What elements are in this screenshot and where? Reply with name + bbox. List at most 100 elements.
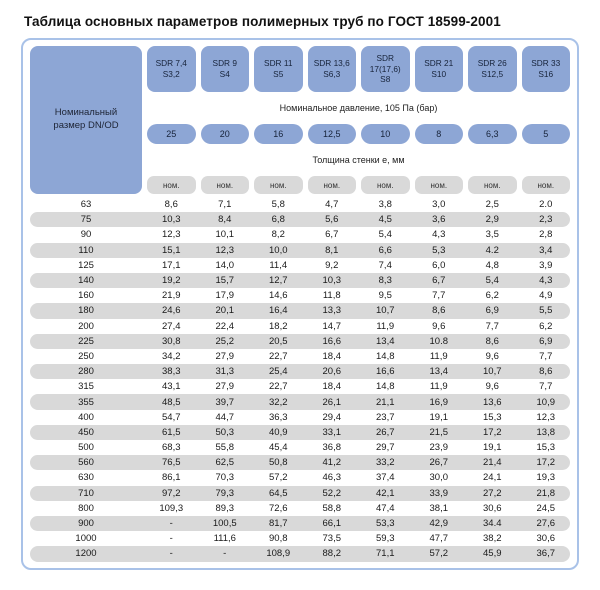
table-row: 280 38,3 31,3 25,4 20,6 16,6 13,4 10,7 8,6: [30, 364, 570, 380]
value-cell: 52,2: [322, 487, 342, 499]
sdr-header-cell: SDR 7,4 S3,2: [147, 46, 196, 92]
value-cell: 57,2: [429, 548, 449, 560]
value-cell: 19,3: [536, 472, 556, 484]
value-cell: 100,5: [212, 518, 237, 530]
value-cell: 61,5: [162, 426, 181, 438]
value-cell: 14,8: [376, 350, 395, 362]
value-cell: 50,8: [269, 457, 288, 469]
value-cell: 34,2: [162, 350, 181, 362]
pressure-row-label: Номинальное давление, 105 Па (бар): [279, 103, 438, 113]
value-cell: -: [223, 548, 227, 560]
value-cell: 6,9: [485, 305, 499, 317]
value-cell: 19,1: [483, 442, 502, 454]
dn-cell: 280: [78, 366, 94, 378]
value-cell: 33,1: [322, 426, 342, 438]
table-row: 900 - 100,5 81,7 66,1 53,3 42,9 34.4 27,6: [30, 515, 570, 532]
value-cell: 6,6: [378, 244, 392, 256]
dn-cell: 160: [78, 290, 94, 302]
value-cell: 46,3: [322, 472, 342, 484]
value-cell: 68,3: [162, 442, 181, 454]
value-cell: 13,4: [376, 335, 395, 347]
dn-cell: 63: [80, 199, 92, 211]
value-cell: 4.2: [485, 244, 499, 256]
value-cell: 79,3: [215, 487, 235, 499]
value-cell: 5,6: [325, 214, 339, 226]
value-cell: 10,1: [215, 229, 235, 241]
value-cell: 8,6: [432, 305, 446, 317]
value-cell: 6,0: [432, 259, 446, 271]
value-cell: 19,2: [162, 275, 181, 287]
value-cell: 8,3: [378, 275, 392, 287]
value-cell: 59,3: [376, 533, 395, 545]
value-cell: 3,6: [432, 214, 446, 226]
value-cell: 97,2: [162, 487, 181, 499]
pressure-value-cell: 16: [254, 124, 303, 144]
value-cell: 14,6: [269, 290, 288, 302]
value-cell: 70,3: [215, 472, 235, 484]
value-cell: 21,8: [536, 487, 556, 499]
value-cell: 42,1: [376, 487, 395, 499]
value-cell: 21,5: [429, 426, 449, 438]
value-cell: 24,5: [536, 502, 556, 514]
table-row: 90 12,3 10,1 8,2 6,7 5,4 4,3 3,5 2,8: [30, 227, 570, 242]
value-cell: -: [169, 533, 173, 545]
sdr-header-cell: SDR 9 S4: [200, 46, 249, 92]
table-row: 180 24,6 20,1 16,4 13,3 10,7 8,6 6,9 5,5: [30, 303, 570, 319]
dn-cell: 180: [78, 305, 94, 317]
value-cell: 6,9: [539, 335, 553, 347]
value-cell: 47,4: [376, 502, 395, 514]
value-cell: 11,4: [269, 259, 288, 271]
table-row: 110 15,1 12,3 10,0 8,1 6,6 5,3 4.2 3,4: [30, 242, 570, 258]
nom-label-cell: ном.: [361, 176, 410, 194]
dn-cell: 355: [78, 396, 94, 408]
value-cell: 43,1: [162, 381, 181, 393]
value-cell: 34.4: [483, 518, 502, 530]
value-cell: 38,3: [162, 366, 181, 378]
value-cell: 8,2: [271, 229, 285, 241]
value-cell: 12,7: [269, 275, 288, 287]
value-cell: 3,5: [485, 229, 499, 241]
sdr-header-cell: SDR 13,6 S6,3: [307, 46, 356, 92]
value-cell: 62,5: [215, 457, 235, 469]
corner-header-cell: Номинальный размер DN/OD: [30, 46, 142, 194]
table-row: 140 19,2 15,7 12,7 10,3 8,3 6,7 5,4 4,3: [30, 272, 570, 289]
value-cell: 5,4: [378, 229, 392, 241]
value-cell: 53,3: [376, 518, 395, 530]
parameters-table-card: Номинальный размер DN/OD Номинальное дав…: [21, 38, 579, 570]
value-cell: 13,3: [322, 305, 342, 317]
value-cell: 8,6: [485, 335, 499, 347]
table-row: 400 54,7 44,7 36,3 29,4 23,7 19,1 15,3 12,3: [30, 410, 570, 425]
value-cell: 55,8: [215, 442, 235, 454]
value-cell: 71,1: [376, 548, 395, 560]
value-cell: 36,8: [322, 442, 342, 454]
value-cell: 38,1: [429, 502, 449, 514]
table-row: 225 30,8 25,2 20,5 16,6 13,4 10.8 8,6 6,9: [30, 333, 570, 349]
value-cell: 33,2: [376, 457, 395, 469]
value-cell: 21,4: [483, 457, 502, 469]
dn-cell: 710: [78, 487, 94, 499]
value-cell: 15,3: [536, 442, 556, 454]
value-cell: 32,2: [269, 396, 288, 408]
dn-cell: 560: [78, 457, 94, 469]
value-cell: 3,4: [539, 244, 553, 256]
value-cell: 50,3: [215, 426, 235, 438]
value-cell: 10,0: [269, 244, 288, 256]
value-cell: 4,3: [432, 229, 446, 241]
table-row: 125 17,1 14,0 11,4 9,2 7,4 6,0 4,8 3,9: [30, 258, 570, 273]
table-row: 315 43,1 27,9 22,7 18,4 14,8 11,9 9,6 7,7: [30, 379, 570, 394]
value-cell: 11,9: [429, 381, 448, 393]
dn-cell: 630: [78, 472, 94, 484]
table-row: 800 109,3 89,3 72,6 58,8 47,4 38,1 30,6 24,5: [30, 501, 570, 516]
value-cell: 26,1: [322, 396, 342, 408]
dn-cell: 140: [78, 275, 94, 287]
value-cell: 5,4: [485, 275, 499, 287]
table-row: 1000 - 111,6 90,8 73,5 59,3 47,7 38,2 30,6: [30, 531, 570, 546]
value-cell: 15,1: [162, 244, 181, 256]
dn-cell: 500: [78, 442, 94, 454]
value-cell: 10,7: [376, 305, 395, 317]
value-cell: 3,8: [378, 199, 392, 211]
value-cell: 81,7: [269, 518, 288, 530]
value-cell: 9,6: [485, 381, 499, 393]
value-cell: 15,7: [215, 275, 235, 287]
value-cell: 18,2: [269, 320, 288, 332]
